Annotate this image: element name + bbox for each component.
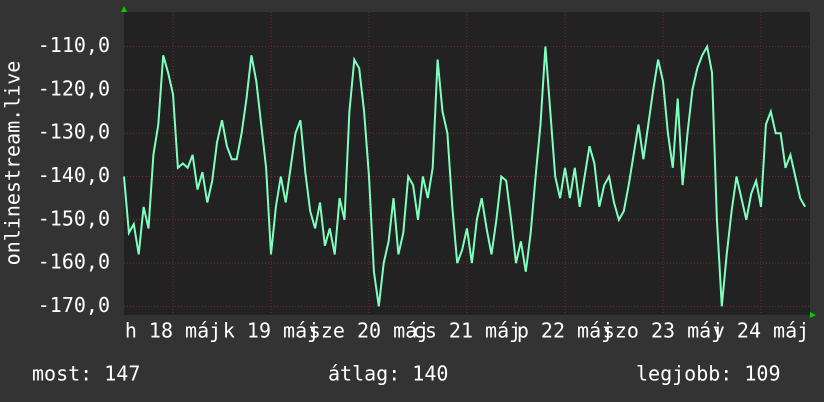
y-tick-label: -120,0 [38, 76, 110, 100]
x-tick-label: cs 21 máj [413, 319, 521, 343]
footer-average: átlag: 140 [328, 362, 448, 386]
y-tick-label: -140,0 [38, 163, 110, 187]
y-tick-label: -130,0 [38, 120, 110, 144]
x-tick-label: k 19 máj [223, 319, 319, 343]
axis-arrow [810, 312, 816, 318]
y-tick-label: -150,0 [38, 206, 110, 230]
footer-current: most: 147 [32, 362, 140, 386]
x-tick-label: h 18 máj [125, 319, 221, 343]
x-tick-label: p 22 máj [517, 319, 613, 343]
y-axis-label: onlinestream.live [1, 61, 25, 266]
axis-arrow [121, 6, 127, 12]
x-tick-label: szo 23 máj [603, 319, 723, 343]
y-tick-label: -160,0 [38, 250, 110, 274]
y-tick-label: -170,0 [38, 293, 110, 317]
y-tick-label: -110,0 [38, 33, 110, 57]
data-line [123, 43, 806, 307]
x-tick-label: v 24 máj [713, 319, 809, 343]
footer-best: legjobb: 109 [636, 362, 781, 386]
x-tick-label: sze 20 máj [309, 319, 429, 343]
